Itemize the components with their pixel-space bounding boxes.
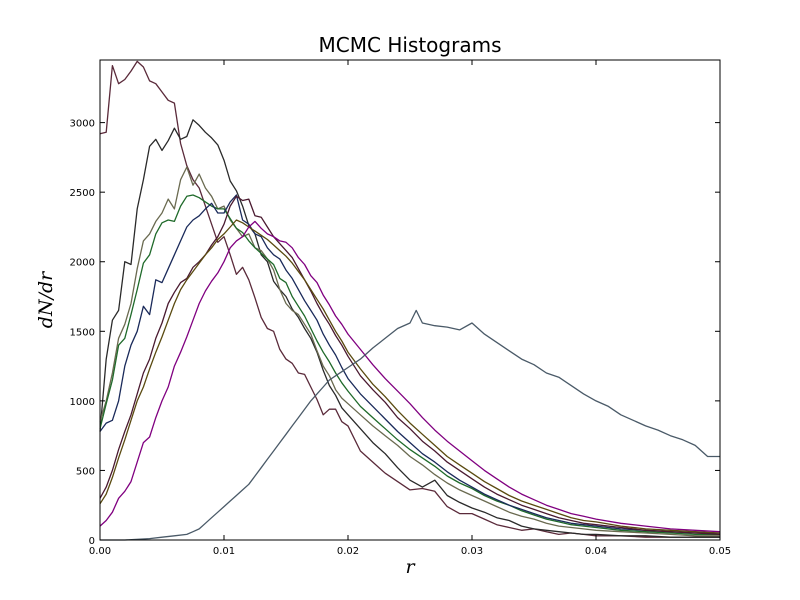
series-line-3	[99, 166, 720, 537]
chart-title: MCMC Histograms	[319, 33, 502, 57]
series-layer	[99, 60, 721, 541]
y-axis-label: dN/dr	[35, 270, 57, 328]
y-tick-label: 1500	[70, 327, 95, 338]
x-tick-label: 0.04	[585, 546, 607, 557]
series-line-5	[99, 194, 720, 534]
series-line-6	[99, 195, 721, 536]
series-line-1	[99, 60, 720, 538]
x-tick-label: 0.05	[709, 546, 731, 557]
y-axis-ticks: 0 500 1000 1500 2000 2500 3000	[70, 119, 720, 547]
x-axis-ticks: 0.00 0.01 0.02 0.03 0.04 0.05	[89, 60, 731, 557]
y-tick-label: 0	[89, 536, 95, 547]
plot-frame	[99, 59, 721, 541]
series-line-2	[99, 119, 720, 538]
x-tick-label: 0.00	[89, 546, 111, 557]
y-tick-label: 2500	[70, 188, 95, 199]
series-line-8	[99, 220, 721, 533]
x-axis-label: r	[405, 556, 416, 578]
y-tick-label: 3000	[70, 119, 95, 130]
x-tick-label: 0.01	[213, 546, 235, 557]
series-line-4	[99, 194, 720, 536]
series-line-9	[100, 309, 720, 541]
x-tick-label: 0.02	[337, 546, 359, 557]
x-tick-label: 0.03	[461, 546, 483, 557]
y-tick-label: 2000	[70, 258, 95, 269]
series-line-7	[99, 219, 721, 534]
y-tick-label: 500	[76, 466, 95, 477]
y-tick-label: 1000	[70, 397, 95, 408]
